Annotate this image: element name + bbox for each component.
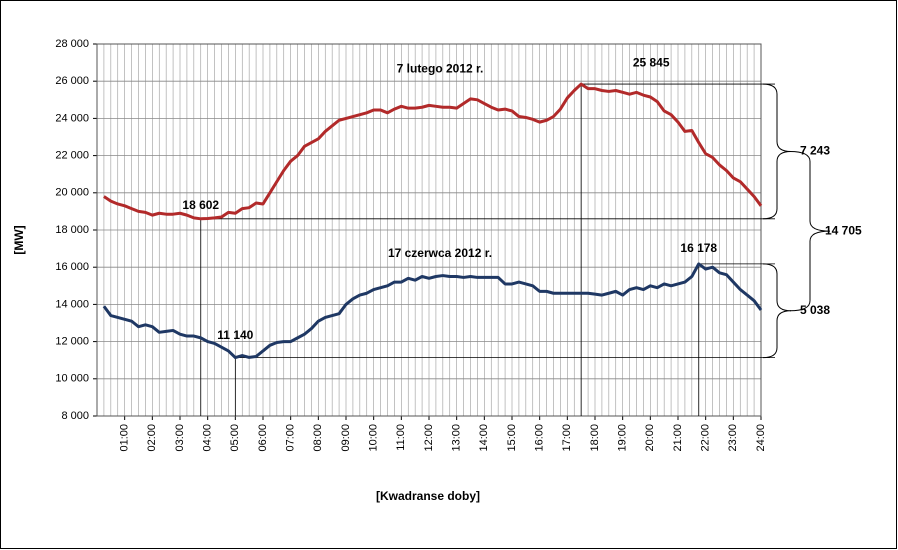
x-tick-label: 04:00 [202,424,214,452]
y-tick-label: 20 000 [55,187,89,199]
series-line [103,82,763,221]
x-tick-label: 17:00 [561,424,573,452]
y-tick-label: 10 000 [55,373,89,385]
range-label: 5 038 [800,303,830,317]
x-tick-label: 09:00 [340,424,352,452]
x-tick-label: 05:00 [229,424,241,452]
y-tick-label: 16 000 [55,261,89,273]
x-tick-label: 10:00 [368,424,380,452]
series-label: 17 czerwca 2012 r. [388,246,492,260]
x-tick-label: 19:00 [617,424,629,452]
max-label: 16 178 [680,241,717,255]
plot-border [96,43,762,417]
y-tick-label: 28 000 [55,38,89,50]
x-tick-label: 03:00 [174,424,186,452]
x-tick-label: 06:00 [257,424,269,452]
y-tick-label: 22 000 [55,150,89,162]
series-line [102,262,763,360]
x-tick-label: 23:00 [727,424,739,452]
x-tick-label: 07:00 [285,424,297,452]
x-tick-label: 12:00 [423,424,435,452]
range-label: 7 243 [800,144,830,158]
x-tick-label: 15:00 [506,424,518,452]
y-axis-label: [MW] [12,225,26,254]
x-tick-label: 02:00 [146,424,158,452]
brace [789,150,831,312]
x-tick-label: 18:00 [589,424,601,452]
y-tick-label: 26 000 [55,75,89,87]
x-tick-label: 21:00 [672,424,684,452]
y-tick-label: 12 000 [55,336,89,348]
y-tick-label: 24 000 [55,112,89,124]
x-tick-label: 01:00 [119,424,131,452]
x-tick-label: 14:00 [478,424,490,452]
series-label: 7 lutego 2012 r. [397,61,484,75]
min-label: 18 602 [182,198,219,212]
x-tick-label: 08:00 [312,424,324,452]
x-tick-label: 20:00 [644,424,656,452]
min-label: 11 140 [217,328,253,342]
x-tick-label: 22:00 [700,424,712,452]
max-label: 25 845 [633,55,670,69]
x-tick-label: 16:00 [534,424,546,452]
range-label: 14 705 [825,223,862,237]
y-tick-label: 14 000 [55,298,89,310]
x-tick-label: 11:00 [395,424,407,451]
y-tick-label: 18 000 [55,224,89,236]
x-axis-label: [Kwadranse doby] [376,489,480,503]
x-tick-label: 24:00 [755,424,767,452]
x-tick-label: 13:00 [451,424,463,452]
y-tick-label: 8 000 [61,410,89,422]
